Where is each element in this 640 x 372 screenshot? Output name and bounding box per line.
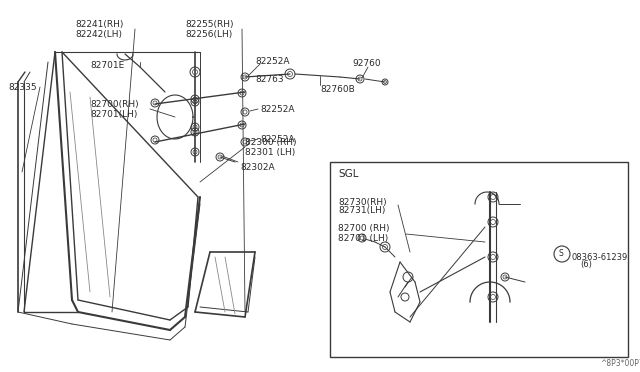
Text: 82252A: 82252A xyxy=(260,105,294,113)
Text: 82302A: 82302A xyxy=(240,163,275,171)
Text: 82701E: 82701E xyxy=(90,61,124,70)
Text: ^8P3*00P7: ^8P3*00P7 xyxy=(600,359,640,369)
Text: 82700 (RH): 82700 (RH) xyxy=(338,224,390,234)
Text: 82730(RH): 82730(RH) xyxy=(338,198,387,206)
Text: 82701 (LH): 82701 (LH) xyxy=(338,234,388,243)
Bar xyxy=(330,162,628,357)
Text: 82256(LH): 82256(LH) xyxy=(185,29,232,38)
Text: SGL: SGL xyxy=(338,169,358,179)
Text: 82301 (LH): 82301 (LH) xyxy=(245,148,295,157)
Text: 82700(RH): 82700(RH) xyxy=(90,99,139,109)
Text: 82731(LH): 82731(LH) xyxy=(338,206,385,215)
Text: 82760B: 82760B xyxy=(320,84,355,93)
Text: (6): (6) xyxy=(580,260,592,269)
Text: 08363-61239: 08363-61239 xyxy=(572,253,628,262)
Text: 92760: 92760 xyxy=(352,60,381,68)
Text: 82255(RH): 82255(RH) xyxy=(185,19,234,29)
Text: 82242(LH): 82242(LH) xyxy=(75,29,122,38)
Text: 82701(LH): 82701(LH) xyxy=(90,109,138,119)
Text: 82252A: 82252A xyxy=(260,135,294,144)
Text: 82252A: 82252A xyxy=(255,58,289,67)
Text: 82335: 82335 xyxy=(8,83,36,92)
Text: 82241(RH): 82241(RH) xyxy=(75,19,124,29)
Text: 82300 (RH): 82300 (RH) xyxy=(245,138,296,147)
Text: 82763: 82763 xyxy=(255,76,284,84)
Text: S: S xyxy=(559,250,563,259)
